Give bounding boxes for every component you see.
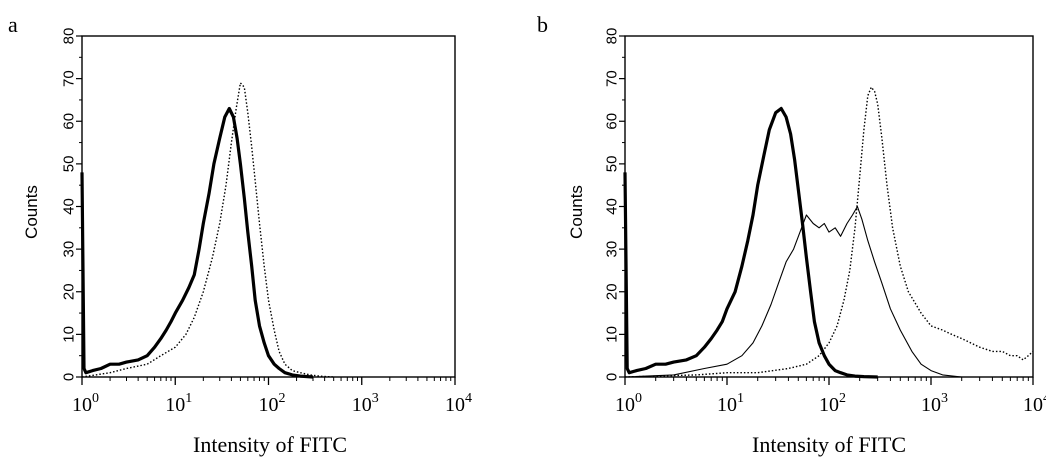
x-tick-base: 10 [259, 394, 279, 416]
y-tick-label: 20 [60, 283, 77, 300]
y-tick-label: 10 [603, 326, 620, 343]
x-tick-base: 10 [615, 394, 635, 416]
panel-b: b Counts Intensity of FITC 0102030405060… [537, 12, 1046, 457]
x-tick-label: 100 [72, 391, 99, 416]
panel-a-series [80, 82, 334, 379]
panel-a-ylabel: Counts [22, 185, 41, 239]
x-tick-base: 10 [921, 394, 941, 416]
x-tick-base: 10 [1023, 394, 1043, 416]
x-tick-base: 10 [72, 394, 92, 416]
y-tick-label: 0 [603, 373, 620, 381]
panel-a-letter: a [8, 12, 18, 37]
x-tick-label: 104 [1023, 391, 1046, 416]
x-tick-exponent: 0 [92, 391, 99, 406]
x-tick-exponent: 4 [465, 391, 472, 406]
series-line-dotted [81, 82, 334, 378]
x-tick-exponent: 3 [372, 391, 379, 406]
x-tick-exponent: 3 [941, 391, 948, 406]
x-tick-label: 102 [259, 391, 286, 416]
panel-a: a Counts Intensity of FITC 0102030405060… [8, 12, 472, 457]
x-tick-label: 101 [717, 391, 744, 416]
panel-b-ylabel: Counts [567, 185, 586, 239]
plot-frame [81, 35, 456, 378]
x-tick-label: 103 [352, 391, 379, 416]
x-tick-exponent: 1 [185, 391, 192, 406]
panel-b-xlabel: Intensity of FITC [752, 432, 906, 457]
y-tick-label: 0 [60, 373, 77, 381]
panel-b-series [623, 86, 1034, 379]
y-tick-label: 70 [60, 70, 77, 87]
y-tick-label: 20 [603, 283, 620, 300]
x-tick-exponent: 2 [279, 391, 286, 406]
x-tick-exponent: 4 [1043, 391, 1046, 406]
y-tick-label: 50 [60, 156, 77, 173]
x-tick-exponent: 2 [839, 391, 846, 406]
x-tick-base: 10 [819, 394, 839, 416]
y-tick-label: 40 [603, 198, 620, 215]
y-tick-label: 80 [60, 28, 77, 45]
x-tick-label: 103 [921, 391, 948, 416]
x-tick-label: 100 [615, 391, 642, 416]
y-tick-label: 10 [60, 326, 77, 343]
y-tick-label: 60 [60, 113, 77, 130]
series-line-bold [623, 106, 878, 379]
y-tick-label: 50 [603, 156, 620, 173]
x-tick-label: 102 [819, 391, 846, 416]
y-tick-label: 30 [603, 241, 620, 258]
series-line-thin [624, 205, 962, 378]
panel-b-letter: b [537, 12, 548, 37]
x-tick-base: 10 [165, 394, 185, 416]
x-tick-base: 10 [352, 394, 372, 416]
y-tick-label: 60 [603, 113, 620, 130]
x-tick-base: 10 [445, 394, 465, 416]
x-tick-exponent: 0 [635, 391, 642, 406]
y-tick-label: 70 [603, 70, 620, 87]
y-tick-label: 40 [60, 198, 77, 215]
x-tick-label: 101 [165, 391, 192, 416]
x-tick-exponent: 1 [737, 391, 744, 406]
plot-frame [624, 35, 1034, 378]
x-tick-base: 10 [717, 394, 737, 416]
y-tick-label: 80 [603, 28, 620, 45]
x-tick-label: 104 [445, 391, 472, 416]
panel-a-xlabel: Intensity of FITC [193, 432, 347, 457]
series-line-bold [80, 106, 314, 379]
y-tick-label: 30 [60, 241, 77, 258]
